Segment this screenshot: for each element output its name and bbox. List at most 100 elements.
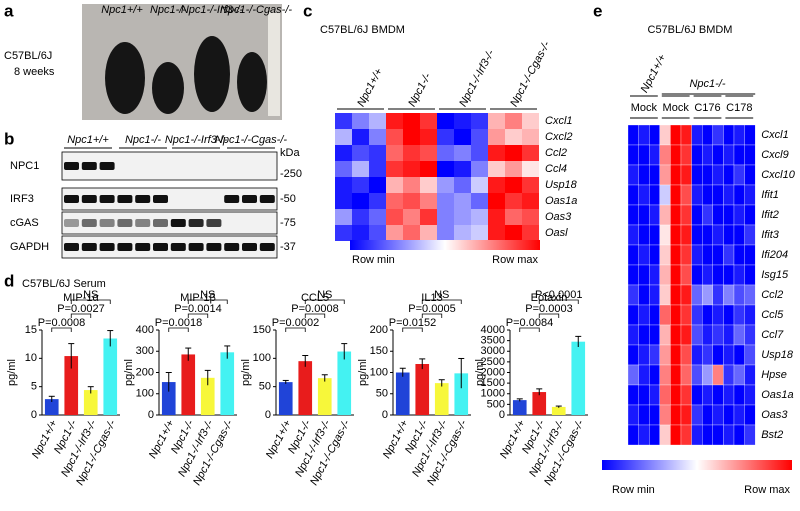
heatmap-cell [659, 124, 671, 146]
blot-band [170, 219, 186, 227]
heatmap-cell [723, 244, 735, 266]
blot-band [64, 195, 79, 203]
y-tick-label: 2500 [481, 356, 505, 368]
heatmap-cell [723, 324, 735, 346]
heatmap-cell [712, 204, 724, 226]
heatmap-cell [712, 124, 724, 146]
heatmap-cell [691, 424, 703, 446]
gene-label: Ifit1 [761, 189, 779, 201]
heatmap-cell [437, 177, 454, 193]
heatmap-cell [638, 204, 650, 226]
heatmap-cell [488, 225, 505, 241]
heatmap-cell [659, 224, 671, 246]
heatmap-cell [733, 344, 745, 366]
color-scale [602, 460, 792, 470]
heatmap-cell [352, 129, 369, 145]
heatmap-cell [702, 324, 713, 346]
heatmap-cell [638, 224, 650, 246]
significance-label: P=0.0008 [38, 317, 85, 329]
x-tick-label: Npc1+/+ [498, 418, 528, 461]
gene-label: Ccl7 [761, 329, 784, 341]
heatmap-cell [335, 145, 352, 161]
heatmap-cell [723, 164, 735, 186]
heatmap-cell [649, 364, 660, 386]
heatmap-cell [627, 324, 639, 346]
heatmap-cell [680, 344, 692, 366]
heatmap-cell [403, 209, 420, 225]
heatmap-cell [488, 161, 505, 177]
gene-label: Cxcl9 [761, 149, 789, 161]
heatmap-cell [744, 384, 756, 406]
gene-label: Ccl4 [545, 163, 567, 175]
heatmap-cell [505, 193, 522, 209]
blot-band [188, 243, 204, 251]
y-axis-label: pg/ml [474, 359, 486, 386]
genotype-label: Npc1+/+ [101, 4, 143, 16]
y-axis-label: pg/ml [123, 359, 135, 386]
heatmap-cell [712, 224, 724, 246]
significance-bracket [421, 299, 462, 304]
heatmap-cell [454, 129, 471, 145]
column-label: Npc1-/-Cgas-/- [508, 39, 553, 109]
heatmap-cell [680, 404, 692, 426]
bar [298, 361, 313, 415]
heatmap-cell [733, 304, 745, 326]
heatmap-cell [691, 204, 703, 226]
blot-band [153, 195, 168, 203]
heatmap-cell [627, 224, 639, 246]
heatmap-cell [680, 324, 692, 346]
heatmap-cell [437, 161, 454, 177]
heatmap-cell [712, 144, 724, 166]
heatmap-cell [352, 161, 369, 177]
heatmap-cell [691, 164, 703, 186]
heatmap-cell [691, 384, 703, 406]
heatmap-cell [420, 177, 437, 193]
heatmap-cell [403, 177, 420, 193]
heatmap-cell [369, 145, 386, 161]
heatmap-cell [352, 193, 369, 209]
heatmap-cell [627, 244, 639, 266]
heatmap-cell [649, 124, 660, 146]
y-tick-label: 300 [136, 345, 154, 357]
blot-band [64, 219, 79, 227]
significance-label: NS [317, 289, 332, 301]
blot-band [224, 243, 240, 251]
gene-label: Cxcl1 [761, 129, 789, 141]
gene-label: Cxcl1 [545, 115, 573, 127]
heatmap-title: C57BL/6J BMDM [320, 24, 405, 36]
gene-label: Ccl2 [761, 289, 783, 301]
heatmap-cell [522, 129, 539, 145]
heatmap-cell [420, 145, 437, 161]
heatmap-cell [744, 244, 756, 266]
heatmap-cell [670, 344, 682, 366]
heatmap-cell [744, 344, 756, 366]
gene-label: Oas3 [761, 409, 788, 421]
heatmap-cell [649, 204, 660, 226]
heatmap-cell [723, 184, 735, 206]
blot-band [81, 219, 97, 227]
y-axis-label: pg/ml [240, 359, 252, 386]
heatmap-cell [454, 113, 471, 129]
heatmap-cell [680, 124, 692, 146]
heatmap-cell [712, 344, 724, 366]
heatmap-cell [627, 164, 639, 186]
blot-band [99, 162, 115, 170]
heatmap-cell [670, 424, 682, 446]
heatmap-cell [712, 324, 724, 346]
panel-letter: d [4, 271, 14, 290]
heatmap-cell [670, 364, 682, 386]
heatmap-cell [702, 424, 713, 446]
heatmap-cell [454, 193, 471, 209]
heatmap-cell [335, 209, 352, 225]
y-tick-label: 0 [148, 409, 154, 421]
heatmap-cell [670, 124, 682, 146]
heatmap-cell [437, 113, 454, 129]
significance-bracket [70, 313, 92, 318]
significance-label: P=0.0084 [506, 317, 553, 329]
blot-band [135, 243, 151, 251]
gene-label: Usp18 [545, 179, 578, 191]
heatmap-cell [627, 424, 639, 446]
heatmap-cell [712, 284, 724, 306]
significance-bracket [285, 327, 306, 332]
